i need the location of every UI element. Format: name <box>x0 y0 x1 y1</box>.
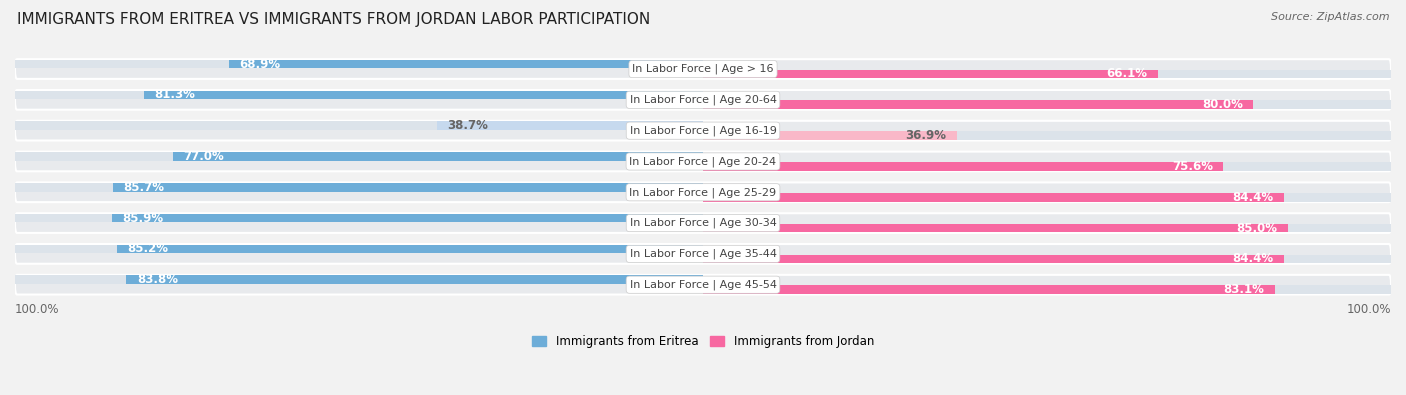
Text: 100.0%: 100.0% <box>1347 303 1391 316</box>
Text: 36.9%: 36.9% <box>905 129 946 142</box>
Text: In Labor Force | Age > 16: In Labor Force | Age > 16 <box>633 64 773 74</box>
Text: In Labor Force | Age 30-34: In Labor Force | Age 30-34 <box>630 218 776 228</box>
Bar <box>703 254 1391 263</box>
FancyBboxPatch shape <box>15 59 1391 79</box>
Text: 84.4%: 84.4% <box>1232 191 1274 204</box>
Legend: Immigrants from Eritrea, Immigrants from Jordan: Immigrants from Eritrea, Immigrants from… <box>527 331 879 353</box>
Text: 68.9%: 68.9% <box>239 58 280 71</box>
Text: In Labor Force | Age 20-64: In Labor Force | Age 20-64 <box>630 94 776 105</box>
FancyBboxPatch shape <box>15 121 1391 141</box>
Bar <box>15 245 703 253</box>
Bar <box>703 224 1288 232</box>
Bar <box>703 100 1391 109</box>
Bar <box>114 183 703 192</box>
Text: 38.7%: 38.7% <box>447 119 488 132</box>
Bar <box>703 285 1275 294</box>
Bar <box>703 193 1284 201</box>
Bar <box>703 70 1391 78</box>
Text: 85.7%: 85.7% <box>124 181 165 194</box>
Text: 81.3%: 81.3% <box>155 88 195 102</box>
FancyBboxPatch shape <box>15 90 1391 110</box>
Text: 83.8%: 83.8% <box>136 273 177 286</box>
Bar <box>703 254 1284 263</box>
Text: 85.9%: 85.9% <box>122 212 163 225</box>
FancyBboxPatch shape <box>15 275 1391 295</box>
Bar <box>15 121 703 130</box>
Bar <box>15 152 703 161</box>
Text: 75.6%: 75.6% <box>1171 160 1213 173</box>
Bar <box>15 275 703 284</box>
Text: 83.1%: 83.1% <box>1223 283 1264 296</box>
Bar <box>703 285 1391 294</box>
Text: IMMIGRANTS FROM ERITREA VS IMMIGRANTS FROM JORDAN LABOR PARTICIPATION: IMMIGRANTS FROM ERITREA VS IMMIGRANTS FR… <box>17 12 650 27</box>
Bar <box>229 60 703 68</box>
Bar <box>703 131 1391 140</box>
Bar <box>15 90 703 99</box>
Bar <box>15 60 703 68</box>
Bar <box>127 275 703 284</box>
Text: In Labor Force | Age 20-24: In Labor Force | Age 20-24 <box>630 156 776 167</box>
Text: In Labor Force | Age 45-54: In Labor Force | Age 45-54 <box>630 279 776 290</box>
Bar <box>117 245 703 253</box>
Text: 84.4%: 84.4% <box>1232 252 1274 265</box>
Bar <box>15 214 703 222</box>
Bar <box>703 162 1223 171</box>
Bar <box>703 224 1391 232</box>
Bar <box>143 90 703 99</box>
Bar <box>703 100 1253 109</box>
Text: 66.1%: 66.1% <box>1107 68 1147 81</box>
Text: 77.0%: 77.0% <box>184 150 225 163</box>
Bar <box>703 162 1391 171</box>
Text: 100.0%: 100.0% <box>15 303 59 316</box>
Text: In Labor Force | Age 25-29: In Labor Force | Age 25-29 <box>630 187 776 198</box>
Bar <box>703 193 1391 201</box>
Bar <box>703 131 957 140</box>
Text: In Labor Force | Age 35-44: In Labor Force | Age 35-44 <box>630 248 776 259</box>
Text: 85.0%: 85.0% <box>1236 222 1278 235</box>
Text: In Labor Force | Age 16-19: In Labor Force | Age 16-19 <box>630 125 776 136</box>
FancyBboxPatch shape <box>15 182 1391 202</box>
Bar <box>173 152 703 161</box>
Text: Source: ZipAtlas.com: Source: ZipAtlas.com <box>1271 12 1389 22</box>
Bar <box>703 70 1157 78</box>
Bar <box>437 121 703 130</box>
Bar <box>15 183 703 192</box>
FancyBboxPatch shape <box>15 213 1391 233</box>
Bar <box>112 214 703 222</box>
FancyBboxPatch shape <box>15 244 1391 264</box>
Text: 80.0%: 80.0% <box>1202 98 1243 111</box>
Text: 85.2%: 85.2% <box>127 243 169 256</box>
FancyBboxPatch shape <box>15 152 1391 171</box>
